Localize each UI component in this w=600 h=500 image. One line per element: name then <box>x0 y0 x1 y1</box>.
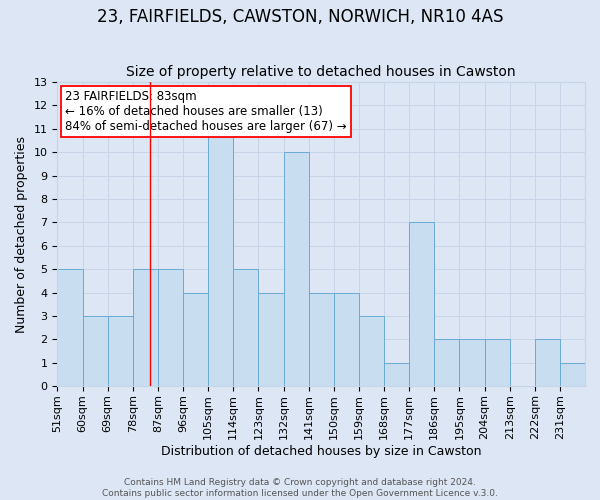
X-axis label: Distribution of detached houses by size in Cawston: Distribution of detached houses by size … <box>161 444 481 458</box>
Bar <box>208 129 233 386</box>
Bar <box>233 269 259 386</box>
Text: 23 FAIRFIELDS: 83sqm
← 16% of detached houses are smaller (13)
84% of semi-detac: 23 FAIRFIELDS: 83sqm ← 16% of detached h… <box>65 90 347 132</box>
Bar <box>259 292 284 386</box>
Title: Size of property relative to detached houses in Cawston: Size of property relative to detached ho… <box>127 66 516 80</box>
Bar <box>485 340 509 386</box>
Bar <box>334 292 359 386</box>
Bar <box>384 363 409 386</box>
Y-axis label: Number of detached properties: Number of detached properties <box>15 136 28 332</box>
Bar <box>359 316 384 386</box>
Bar <box>308 292 334 386</box>
Bar <box>83 316 107 386</box>
Bar <box>183 292 208 386</box>
Bar <box>409 222 434 386</box>
Bar <box>58 269 83 386</box>
Bar <box>284 152 308 386</box>
Bar <box>460 340 485 386</box>
Bar <box>434 340 460 386</box>
Bar <box>535 340 560 386</box>
Bar <box>158 269 183 386</box>
Text: 23, FAIRFIELDS, CAWSTON, NORWICH, NR10 4AS: 23, FAIRFIELDS, CAWSTON, NORWICH, NR10 4… <box>97 8 503 26</box>
Text: Contains HM Land Registry data © Crown copyright and database right 2024.
Contai: Contains HM Land Registry data © Crown c… <box>102 478 498 498</box>
Bar <box>560 363 585 386</box>
Bar <box>133 269 158 386</box>
Bar <box>107 316 133 386</box>
